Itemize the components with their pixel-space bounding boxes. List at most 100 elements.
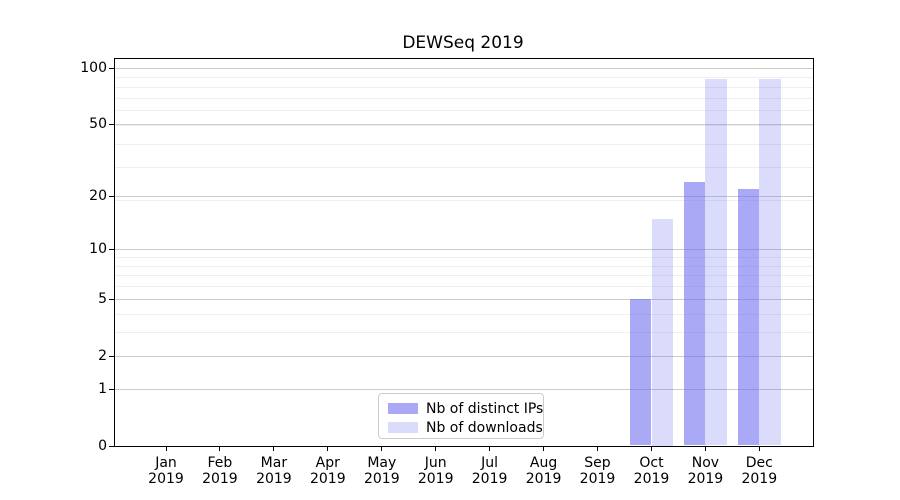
gridline-minor [115,265,813,267]
gridline-major-5 [115,298,813,300]
chart-title: DEWSeq 2019 [402,33,524,53]
y-tick-1 [109,388,114,390]
gridline-minor [115,97,813,99]
gridline-minor [115,143,813,145]
bars-layer [115,59,813,446]
bar-nb-of-distinct-ips-dec [737,188,760,446]
y-tick-50 [109,123,114,125]
y-tick-2 [109,355,114,357]
x-tick-month: Feb [207,454,233,471]
x-tick-label-sep: Sep 2019 [566,455,630,487]
gridlines-layer [115,59,813,446]
x-tick-label-mar: Mar 2019 [242,455,306,487]
x-tick-dec [758,445,760,451]
x-tick-year: 2019 [579,470,616,487]
x-tick-label-dec: Dec 2019 [727,455,791,487]
x-tick-may [381,445,383,451]
gridline-minor [115,77,813,79]
x-tick-year: 2019 [309,470,346,487]
x-tick-label-nov: Nov 2019 [673,455,737,487]
plot-area: 0 1 2 5 10 20 50 100 Jan 2019 Feb 2019 Mar 2019 Apr 201… [80,58,814,487]
x-tick-label-oct: Oct 2019 [620,455,684,487]
x-tick-month: Mar [260,454,288,471]
bar-nb-of-downloads-dec [759,78,781,446]
gridline-minor [115,86,813,88]
x-tick-month: Jul [481,454,499,471]
legend-swatch-downloads [388,422,418,433]
x-tick-label-aug: Aug 2019 [512,455,576,487]
x-tick-year: 2019 [471,470,508,487]
y-tick-label-50: 50 [89,115,107,132]
x-tick-label-jan: Jan 2019 [134,455,198,487]
legend: Nb of distinct IPs Nb of downloads [378,393,544,439]
legend-item-distinct-ips: Nb of distinct IPs [388,400,543,417]
gridline-major-2 [115,355,813,357]
x-tick-year: 2019 [633,470,670,487]
gridline-minor [115,68,813,70]
axes-ticks-layer: 0 1 2 5 10 20 50 100 Jan 2019 Feb 2019 Mar 2019 Apr 201… [80,59,813,487]
bar-nb-of-downloads-oct [651,218,674,446]
gridline-minor [115,200,813,202]
x-tick-year: 2019 [202,470,238,487]
gridline-minor [115,125,813,127]
gridline-minor [115,275,813,277]
x-tick-label-jun: Jun 2019 [404,455,468,487]
y-tick-label-0: 0 [98,437,107,454]
x-tick-jul [489,445,491,451]
gridline-minor [115,167,813,168]
x-tick-month: Oct [639,454,664,471]
bar-nb-of-distinct-ips-oct [629,298,652,446]
x-tick-year: 2019 [363,470,400,487]
x-tick-mar [273,445,275,451]
x-tick-month: Aug [529,454,558,471]
x-tick-jun [435,445,437,451]
y-tick-20 [109,196,114,198]
gridline-major-10 [115,249,813,251]
x-tick-label-feb: Feb 2019 [188,455,252,487]
y-tick-10 [109,249,114,251]
x-tick-year: 2019 [417,470,454,487]
legend-item-downloads: Nb of downloads [388,419,543,436]
y-tick-label-100: 100 [80,59,107,76]
gridline-minor [115,286,813,288]
gridline-minor [115,110,813,112]
gridline-major-100 [115,67,813,69]
x-tick-oct [651,445,652,451]
legend-label-distinct-ips: Nb of distinct IPs [426,400,544,417]
x-tick-month: Sep [584,454,611,471]
x-tick-month: Jun [424,454,447,471]
x-tick-year: 2019 [525,470,562,487]
x-tick-month: Nov [691,454,720,471]
x-tick-nov [704,445,706,451]
x-tick-label-apr: Apr 2019 [296,455,360,487]
x-tick-jan [165,445,167,451]
x-tick-year: 2019 [256,470,292,487]
gridline-minor [115,257,813,258]
gridline-minor [115,313,813,315]
x-tick-month: May [367,454,397,471]
legend-swatch-distinct-ips [388,403,418,414]
x-tick-label-jul: Jul 2019 [458,455,522,487]
y-tick-100 [109,67,114,69]
x-tick-month: Apr [315,454,340,471]
x-tick-aug [543,445,545,451]
x-tick-label-may: May 2019 [350,455,414,487]
y-tick-label-20: 20 [89,188,107,205]
y-tick-label-1: 1 [98,380,107,397]
y-tick-0 [109,445,114,447]
gridline-major-20 [115,196,813,198]
x-tick-feb [219,445,221,451]
bar-nb-of-downloads-nov [705,78,727,446]
y-tick-label-5: 5 [98,290,107,307]
y-tick-5 [109,298,114,300]
legend-label-downloads: Nb of downloads [426,419,543,436]
x-tick-month: Dec [745,454,773,471]
x-tick-sep [597,445,598,451]
y-tick-label-2: 2 [98,347,107,364]
gridline-major-1 [115,388,813,390]
bar-nb-of-distinct-ips-nov [683,181,706,446]
x-tick-year: 2019 [741,470,778,487]
gridline-major-50 [115,123,813,125]
x-tick-year: 2019 [687,470,724,487]
